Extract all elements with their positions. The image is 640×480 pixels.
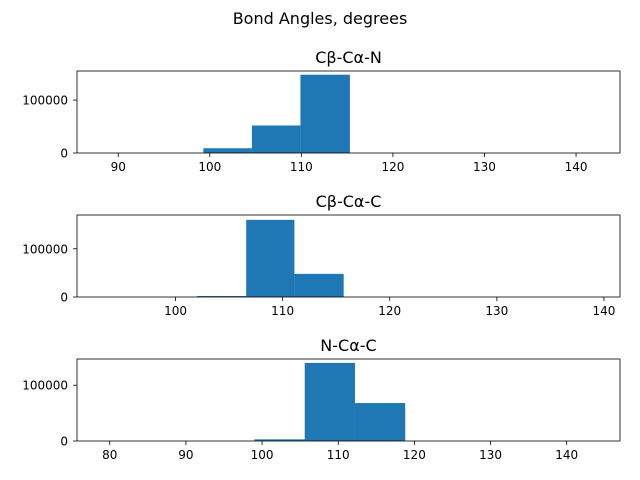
histogram-bar — [196, 296, 247, 297]
x-tick-label: 120 — [403, 448, 426, 462]
x-tick-label: 90 — [178, 448, 193, 462]
x-tick-label: 100 — [198, 160, 221, 174]
x-tick-label: 90 — [111, 160, 126, 174]
histogram-bar — [203, 148, 252, 153]
x-tick-label: 110 — [271, 304, 294, 318]
y-tick-label: 100000 — [22, 242, 68, 256]
y-tick-label: 0 — [60, 147, 68, 161]
x-tick-label: 120 — [381, 160, 404, 174]
x-tick-label: 140 — [555, 448, 578, 462]
x-tick-label: 130 — [479, 448, 502, 462]
x-tick-label: 110 — [290, 160, 313, 174]
x-tick-label: 100 — [251, 448, 274, 462]
x-tick-label: 130 — [473, 160, 496, 174]
y-tick-label: 100000 — [22, 379, 68, 393]
x-tick-label: 100 — [164, 304, 187, 318]
x-tick-label: 120 — [378, 304, 401, 318]
y-tick-label: 0 — [60, 291, 68, 305]
panel-title: Cβ-Cα-N — [315, 48, 382, 67]
histogram-bar — [251, 125, 301, 153]
histogram-bar — [354, 403, 406, 441]
x-tick-label: 80 — [102, 448, 117, 462]
y-tick-label: 100000 — [22, 94, 68, 108]
figure-suptitle: Bond Angles, degrees — [233, 9, 408, 28]
histogram-panel-n-ca-c: N-Cα-C 80 90 100 110 120 130 140 0 100000 — [22, 336, 621, 462]
panel-title: N-Cα-C — [320, 336, 376, 355]
histogram-panel-cb-ca-n: Cβ-Cα-N 90 100 110 120 130 140 0 100000 — [22, 48, 621, 174]
histogram-bar — [294, 273, 344, 297]
histogram-bar — [300, 74, 350, 153]
axes-frame — [76, 70, 621, 154]
x-tick-label: 140 — [592, 304, 615, 318]
histogram-bar — [254, 439, 305, 441]
axes-frame — [76, 214, 621, 298]
x-tick-label: 140 — [565, 160, 588, 174]
x-tick-label: 110 — [327, 448, 350, 462]
x-tick-label: 130 — [485, 304, 508, 318]
y-tick-label: 0 — [60, 435, 68, 449]
histogram-bar — [246, 219, 295, 297]
panel-title: Cβ-Cα-C — [316, 192, 382, 211]
histogram-panel-cb-ca-c: Cβ-Cα-C 100 110 120 130 140 0 100000 — [22, 192, 621, 318]
histogram-bar — [304, 362, 355, 441]
axes-frame — [76, 358, 621, 442]
